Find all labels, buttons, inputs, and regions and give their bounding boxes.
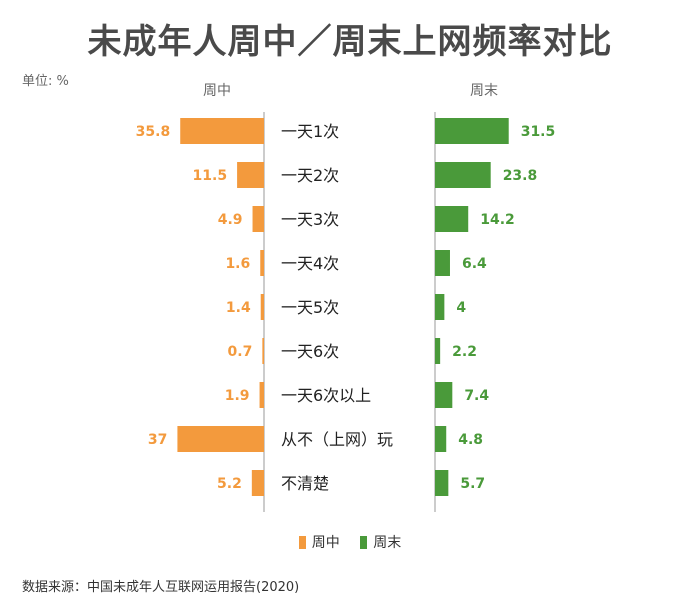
bar-weekend [435,162,491,188]
bar-weekday [259,382,264,408]
data-label-weekend: 31.5 [521,124,556,140]
bar-weekday [177,426,264,452]
bar-weekday [180,118,264,144]
data-label-weekend: 23.8 [503,168,538,184]
weekend-column-header: 周末 [470,83,498,99]
data-label-weekend: 5.7 [460,476,485,492]
butterfly-bar-chart: 35.8 31.5 一天1次 11.5 23.8 一天2次 4.9 14.2 一天3次 1.6 6.… [136,112,556,512]
data-label-weekend: 14.2 [480,212,515,228]
data-label-weekday: 0.7 [228,344,253,360]
category-label: 从不（上网）玩 [281,430,393,449]
data-source-note: 数据来源：中国未成年人互联网运用报告(2020) [22,580,300,595]
legend-label-weekday: 周中 [311,535,340,551]
bar-weekend [435,250,450,276]
chart-title: 未成年人周中／周末上网频率对比 [87,22,613,62]
legend: 周中 周末 [0,532,700,553]
data-label-weekday: 35.8 [136,124,171,140]
data-label-weekend: 6.4 [462,256,487,272]
bar-weekday [252,206,264,232]
bar-weekend [435,470,449,496]
legend-item-weekend: 周末 [360,532,401,552]
category-label: 一天3次 [281,210,339,229]
data-label-weekday: 1.4 [226,300,251,316]
data-label-weekday: 4.9 [218,212,243,228]
data-label-weekday: 1.6 [225,256,250,272]
bar-weekend [435,118,509,144]
bar-weekend [435,426,447,452]
category-label: 一天6次以上 [281,386,371,405]
bar-weekend [435,206,469,232]
data-label-weekend: 7.4 [464,388,489,404]
legend-label-weekend: 周末 [373,535,402,551]
bar-weekday [251,470,264,496]
bar-weekday [260,250,264,276]
bar-weekend [435,338,441,364]
data-label-weekday: 5.2 [217,476,242,492]
bar-weekday [260,294,264,320]
data-label-weekday: 11.5 [193,168,228,184]
category-label: 一天1次 [281,122,339,141]
bar-weekend [435,294,445,320]
bar-weekday [262,338,264,364]
weekday-column-header: 周中 [203,83,231,99]
data-label-weekend: 4.8 [458,432,483,448]
legend-item-weekday: 周中 [298,532,340,552]
data-label-weekend: 2.2 [452,344,477,360]
data-label-weekday: 37 [148,432,167,448]
category-label: 一天4次 [281,254,339,273]
legend-swatch-weekday [298,535,306,549]
data-label-weekend: 4 [456,300,466,316]
legend-swatch-weekend [360,535,368,549]
bar-weekday [237,162,264,188]
category-label: 一天2次 [281,166,339,185]
unit-label: 单位: % [22,74,69,89]
category-label: 一天6次 [281,342,339,361]
category-label: 一天5次 [281,298,339,317]
bar-weekend [435,382,453,408]
category-label: 不清楚 [281,474,329,493]
data-label-weekday: 1.9 [225,388,250,404]
